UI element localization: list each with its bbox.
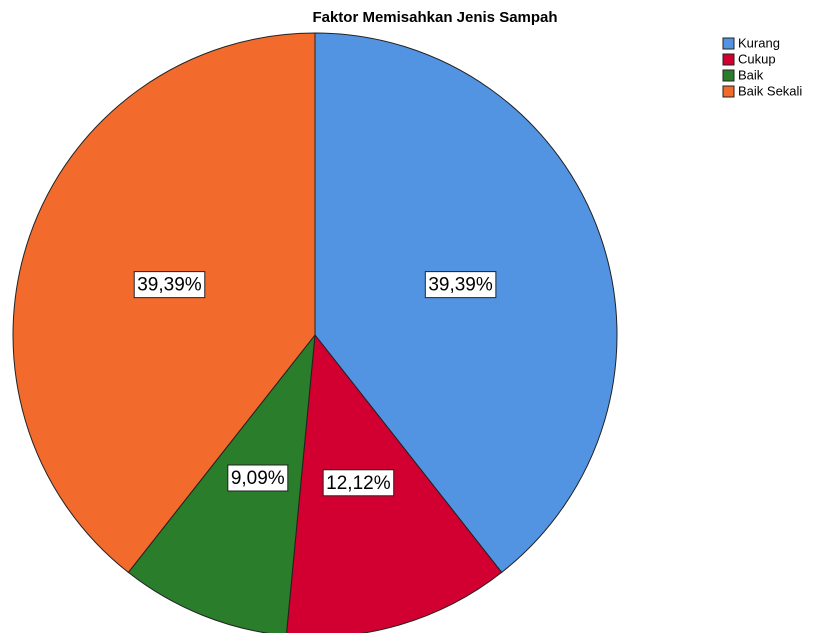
legend-swatch xyxy=(722,69,735,82)
label-box xyxy=(227,464,289,492)
pie-slice xyxy=(127,333,316,633)
data-label: 12,12% xyxy=(326,473,391,494)
data-label: 9,09% xyxy=(231,468,285,489)
legend-swatch xyxy=(722,53,735,66)
chart-title: Faktor Memisahkan Jenis Sampah xyxy=(312,9,557,26)
legend-swatch xyxy=(722,85,735,98)
legend-label: Baik Sekali xyxy=(738,83,802,98)
legend-label: Baik xyxy=(738,67,764,82)
label-box xyxy=(133,271,206,299)
data-label: 39,39% xyxy=(428,275,493,296)
pie-slice xyxy=(12,32,316,574)
label-box xyxy=(424,271,497,299)
data-label: 39,39% xyxy=(137,275,202,296)
legend-label: Cukup xyxy=(738,51,776,66)
label-box xyxy=(322,469,395,497)
pie-slice xyxy=(314,32,618,574)
legend-label: Kurang xyxy=(738,35,780,50)
legend-swatch xyxy=(722,37,735,50)
